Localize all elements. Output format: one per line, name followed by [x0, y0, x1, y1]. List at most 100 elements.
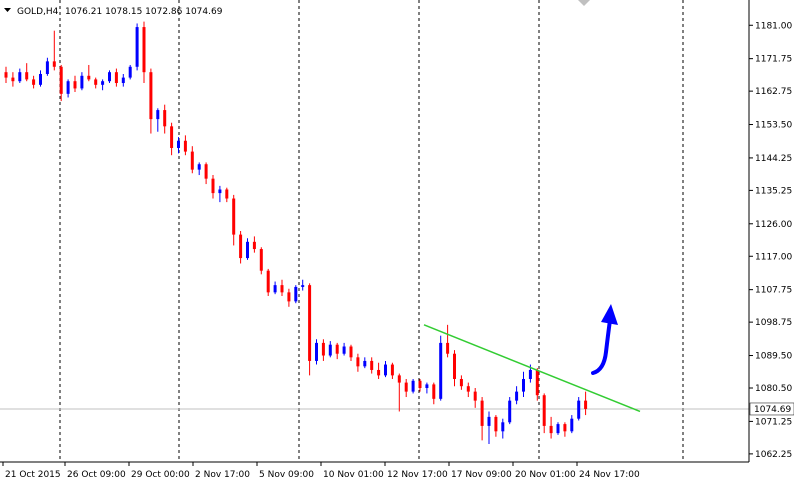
candle-body [45, 61, 49, 74]
candle-body [211, 178, 215, 194]
candle-body [363, 360, 367, 367]
candle-body [239, 234, 243, 259]
candle-body [11, 77, 15, 82]
candle-body [121, 77, 125, 84]
candle-body [259, 249, 263, 271]
arrow-shaft[interactable] [591, 318, 612, 375]
candle-body [80, 75, 84, 89]
chart-header: GOLD,H4 1076.21 1078.15 1072.86 1074.69 [4, 7, 223, 17]
candle-body [370, 360, 374, 370]
candle-body [18, 72, 22, 82]
candle-body [494, 416, 498, 432]
trendline[interactable] [423, 324, 641, 413]
candle-body [177, 140, 180, 148]
candle-body [432, 384, 436, 399]
y-tick-label: 1098.75 [755, 318, 792, 328]
y-tick-label: 1181.00 [755, 21, 792, 31]
candle-body [473, 391, 477, 401]
candle-body [114, 72, 118, 84]
candle-body [570, 418, 574, 432]
x-tick-label: 20 Nov 01:00 [515, 470, 576, 480]
candles [4, 21, 588, 444]
candle-body [584, 400, 588, 409]
candle-body [522, 378, 525, 392]
candle-body [59, 66, 63, 94]
y-tick-label: 1089.50 [755, 352, 792, 362]
candle-body [501, 422, 505, 432]
candle-body [377, 369, 381, 376]
y-tick-label: 1153.50 [755, 121, 792, 131]
candle-body [294, 286, 298, 302]
arrow-head-icon[interactable] [601, 304, 618, 325]
candle-body [183, 140, 187, 152]
candle-body [577, 400, 581, 419]
candle-body [308, 285, 312, 361]
candle-body [528, 369, 532, 379]
y-tick-label: 1107.75 [755, 286, 792, 296]
candle-body [349, 346, 353, 358]
x-tick-label: 12 Nov 17:00 [387, 470, 448, 480]
x-tick-label: 29 Oct 00:00 [131, 470, 190, 480]
candle-body [301, 285, 305, 287]
candle-body [328, 344, 332, 356]
candle-body [280, 285, 284, 293]
candle-body [73, 81, 77, 89]
candle-body [508, 400, 512, 423]
candle-body [52, 61, 56, 67]
candle-body [315, 342, 318, 361]
up-arrow[interactable] [591, 304, 618, 375]
candle-body [446, 342, 450, 354]
candle-body [287, 292, 291, 302]
shift-marker-icon[interactable] [578, 0, 590, 6]
candle-body [390, 364, 394, 376]
y-tick-label: 1117.00 [755, 252, 792, 262]
candle-body [108, 72, 111, 82]
x-tick-label: 24 Nov 17:00 [579, 470, 640, 480]
candle-body [170, 126, 174, 148]
resistance-trendline[interactable] [423, 324, 641, 413]
candle-body [163, 110, 167, 127]
dropdown-triangle-icon[interactable] [4, 8, 11, 12]
candle-body [556, 424, 560, 434]
y-tick-label: 1062.25 [755, 450, 792, 460]
candle-body [87, 75, 91, 80]
candle-body [135, 27, 139, 67]
candle-body [232, 198, 236, 235]
candle-body [246, 241, 249, 259]
x-tick-label: 21 Oct 2015 [5, 470, 61, 480]
candle-body [252, 241, 256, 250]
candle-body [542, 395, 546, 426]
x-tick-label: 26 Oct 09:00 [67, 470, 126, 480]
candle-body [563, 424, 567, 432]
candle-body [149, 72, 153, 120]
candle-body [411, 380, 415, 392]
candle-body [535, 369, 539, 396]
candle-body [439, 342, 443, 399]
candle-body [32, 79, 36, 85]
candle-body [128, 66, 132, 78]
candle-body [425, 384, 429, 389]
candle-body [266, 270, 270, 293]
candle-body [466, 386, 470, 392]
candle-body [218, 189, 222, 194]
candle-body [101, 81, 105, 85]
y-tick-label: 1126.00 [755, 220, 792, 230]
y-tick-label: 1135.25 [755, 186, 792, 196]
candle-body [335, 344, 339, 354]
y-tick-label: 1162.75 [755, 87, 792, 97]
candle-body [190, 151, 194, 170]
candle-body [453, 353, 456, 379]
candle-body [25, 72, 29, 80]
y-tick-label: 1071.25 [755, 417, 792, 427]
candle-body [356, 357, 360, 367]
time-axis: 21 Oct 2015 26 Oct 09:00 29 Oct 00:00 2 Nov… [2, 462, 640, 480]
y-tick-label: 1171.75 [755, 55, 792, 65]
candle-body [321, 342, 325, 356]
candle-body [480, 400, 484, 426]
candle-body [204, 164, 208, 179]
x-tick-label: 17 Nov 09:00 [451, 470, 512, 480]
y-tick-label: 1144.25 [755, 154, 792, 164]
y-tick-label: 1080.50 [755, 384, 792, 394]
candle-body [142, 27, 146, 73]
